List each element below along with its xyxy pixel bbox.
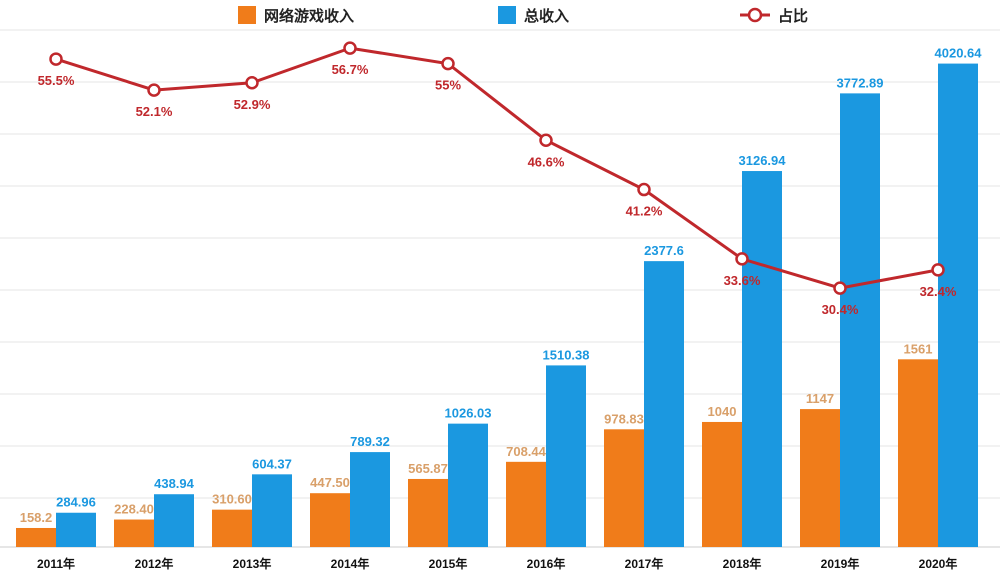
- label-game-revenue: 1147: [806, 391, 834, 406]
- label-total-revenue: 4020.64: [935, 46, 983, 61]
- bar-game-revenue: [408, 478, 448, 547]
- ratio-point: [735, 252, 749, 266]
- legend-marker-ratio: [747, 7, 763, 23]
- x-tick-label: 2014年: [331, 556, 370, 571]
- bar-total-revenue: [154, 494, 194, 547]
- bar-game-revenue: [16, 527, 56, 547]
- bar-total-revenue: [840, 93, 880, 547]
- legend-label-total: 总收入: [524, 7, 569, 25]
- ratio-point: [147, 83, 161, 97]
- x-axis: 2011年 2012年 2013年 2014年 2015年 2016年 2017年 2018年…: [37, 556, 957, 571]
- ratio-label: 41.2%: [626, 204, 663, 219]
- bar-game-revenue: [114, 519, 154, 547]
- label-total-revenue: 3126.94: [739, 153, 787, 168]
- ratio-point: [833, 281, 847, 295]
- label-game-revenue: 447.50: [310, 475, 350, 490]
- label-game-revenue: 978.83: [604, 411, 644, 426]
- ratio-label: 52.1%: [136, 104, 173, 119]
- label-total-revenue: 789.32: [350, 434, 390, 449]
- ratio-label: 55%: [435, 78, 461, 93]
- label-game-revenue: 565.87: [408, 461, 448, 476]
- bar-total-revenue: [742, 171, 782, 547]
- ratio-label: 32.4%: [920, 284, 957, 299]
- ratio-label: 56.7%: [332, 62, 369, 77]
- label-game-revenue: 158.2: [20, 510, 53, 525]
- label-game-revenue: 310.60: [212, 492, 252, 507]
- label-total-revenue: 604.37: [252, 456, 292, 471]
- ratio-point: [49, 52, 63, 66]
- ratio-label: 46.6%: [528, 154, 565, 169]
- label-total-revenue: 1026.03: [445, 406, 492, 421]
- bars: [16, 63, 978, 548]
- label-total-revenue: 438.94: [154, 476, 195, 491]
- label-total-revenue: 1510.38: [543, 347, 590, 362]
- ratio-point: [245, 76, 259, 90]
- bar-total-revenue: [938, 63, 978, 548]
- label-game-revenue: 1561: [904, 341, 933, 356]
- bar-game-revenue: [800, 409, 840, 547]
- ratio-point: [343, 41, 357, 55]
- ratio-line: [55, 46, 939, 290]
- x-tick-label: 2013年: [233, 556, 272, 571]
- bar-game-revenue: [898, 359, 938, 547]
- x-tick-label: 2019年: [821, 556, 860, 571]
- x-tick-label: 2011年: [37, 556, 75, 571]
- ratio-point: [441, 56, 455, 71]
- ratio-label: 55.5%: [38, 73, 75, 88]
- label-total-revenue: 284.96: [56, 495, 96, 510]
- bar-game-revenue: [604, 429, 644, 547]
- bar-total-revenue: [448, 423, 488, 547]
- ratio-label: 52.9%: [234, 97, 271, 112]
- x-tick-label: 2012年: [135, 556, 174, 571]
- bar-total-revenue: [644, 261, 684, 547]
- bar-game-revenue: [506, 461, 546, 547]
- ratio-label: 30.4%: [822, 302, 859, 317]
- label-total-revenue: 3772.89: [837, 75, 884, 90]
- bar-game-revenue: [702, 421, 742, 547]
- label-game-revenue: 1040: [708, 404, 737, 419]
- legend: 网络游戏收入 总收入 占比: [238, 6, 808, 25]
- ratio-point: [539, 133, 553, 148]
- x-tick-label: 2020年: [919, 556, 958, 571]
- x-tick-label: 2015年: [429, 556, 468, 571]
- legend-swatch-game: [238, 6, 256, 24]
- ratio-line-group: [49, 41, 945, 295]
- x-tick-label: 2016年: [527, 556, 566, 571]
- legend-label-ratio: 占比: [778, 7, 808, 25]
- label-game-revenue: 708.44: [506, 444, 547, 459]
- legend-swatch-total: [498, 6, 516, 24]
- bar-game-revenue: [212, 509, 252, 547]
- bar-total-revenue: [56, 512, 96, 547]
- x-tick-label: 2018年: [723, 556, 762, 571]
- label-game-revenue: 228.40: [114, 502, 154, 517]
- bar-total-revenue: [546, 365, 586, 547]
- bar-total-revenue: [350, 452, 390, 547]
- legend-label-game: 网络游戏收入: [264, 7, 354, 25]
- ratio-point: [637, 182, 651, 197]
- bar-game-revenue: [310, 493, 350, 547]
- ratio-point: [931, 263, 945, 277]
- ratio-label: 33.6%: [724, 273, 761, 288]
- x-tick-label: 2017年: [625, 556, 664, 571]
- label-total-revenue: 2377.6: [644, 243, 684, 258]
- bar-total-revenue: [252, 474, 292, 547]
